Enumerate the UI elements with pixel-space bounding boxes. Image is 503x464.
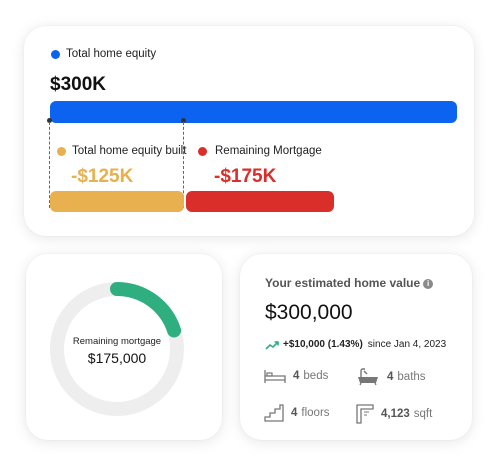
bar-marker-right (181, 118, 186, 123)
value-change: +$10,000 (1.43%) (283, 339, 363, 350)
bar-divider-right (183, 122, 184, 208)
equity-built-dot (57, 147, 66, 156)
value-change-since: since Jan 4, 2023 (367, 339, 447, 350)
floor-plan-icon (356, 404, 374, 424)
bar-divider-left (49, 122, 50, 208)
feature-beds: 4 beds (264, 368, 328, 384)
baths-label: baths (397, 371, 426, 383)
trend-up-icon (265, 340, 279, 350)
feature-floors: 4 floors (264, 404, 330, 422)
beds-label: beds (303, 370, 329, 382)
donut-arc (50, 282, 184, 416)
floors-label: floors (301, 407, 330, 419)
mortgage-donut-card: Remaining mortgage $175,000 (26, 254, 222, 440)
home-value-amount: $300,000 (265, 301, 353, 324)
sqft-label: sqft (413, 408, 433, 420)
donut-label: Remaining mortgage (72, 336, 162, 347)
feature-sqft: 4,123 sqft (356, 404, 432, 424)
total-equity-label: Total home equity (66, 48, 157, 60)
stairs-icon (264, 404, 284, 422)
bathtub-icon (358, 368, 378, 386)
baths-count: 4 (387, 371, 394, 383)
floors-count: 4 (291, 407, 298, 419)
total-equity-dot (51, 50, 60, 59)
equity-card: Total home equity $300K Total home equit… (24, 26, 474, 236)
bed-icon (264, 370, 286, 383)
equity-built-bar (50, 191, 184, 212)
remaining-mortgage-label: Remaining Mortgage (215, 145, 322, 157)
home-value-title-text: Your estimated home value (265, 276, 421, 290)
beds-count: 4 (293, 370, 300, 382)
remaining-mortgage-value: -$175K (214, 166, 277, 187)
remaining-mortgage-bar (186, 191, 334, 212)
remaining-mortgage-dot (198, 147, 207, 156)
equity-built-value: -$125K (71, 166, 134, 187)
bar-marker-left (47, 118, 52, 123)
donut-value: $175,000 (87, 350, 147, 366)
home-value-card: Your estimated home value i $300,000 +$10… (240, 254, 472, 440)
sqft-count: 4,123 (381, 408, 410, 420)
feature-baths: 4 baths (356, 368, 426, 386)
info-icon[interactable]: i (423, 279, 434, 289)
total-equity-value: $300K (50, 74, 106, 95)
equity-built-label: Total home equity built (72, 145, 187, 157)
home-value-title: Your estimated home value i (265, 276, 434, 290)
total-equity-bar (50, 101, 457, 123)
value-change-row: +$10,000 (1.43%) since Jan 4, 2023 (265, 339, 446, 350)
mortgage-donut-chart (50, 282, 184, 416)
